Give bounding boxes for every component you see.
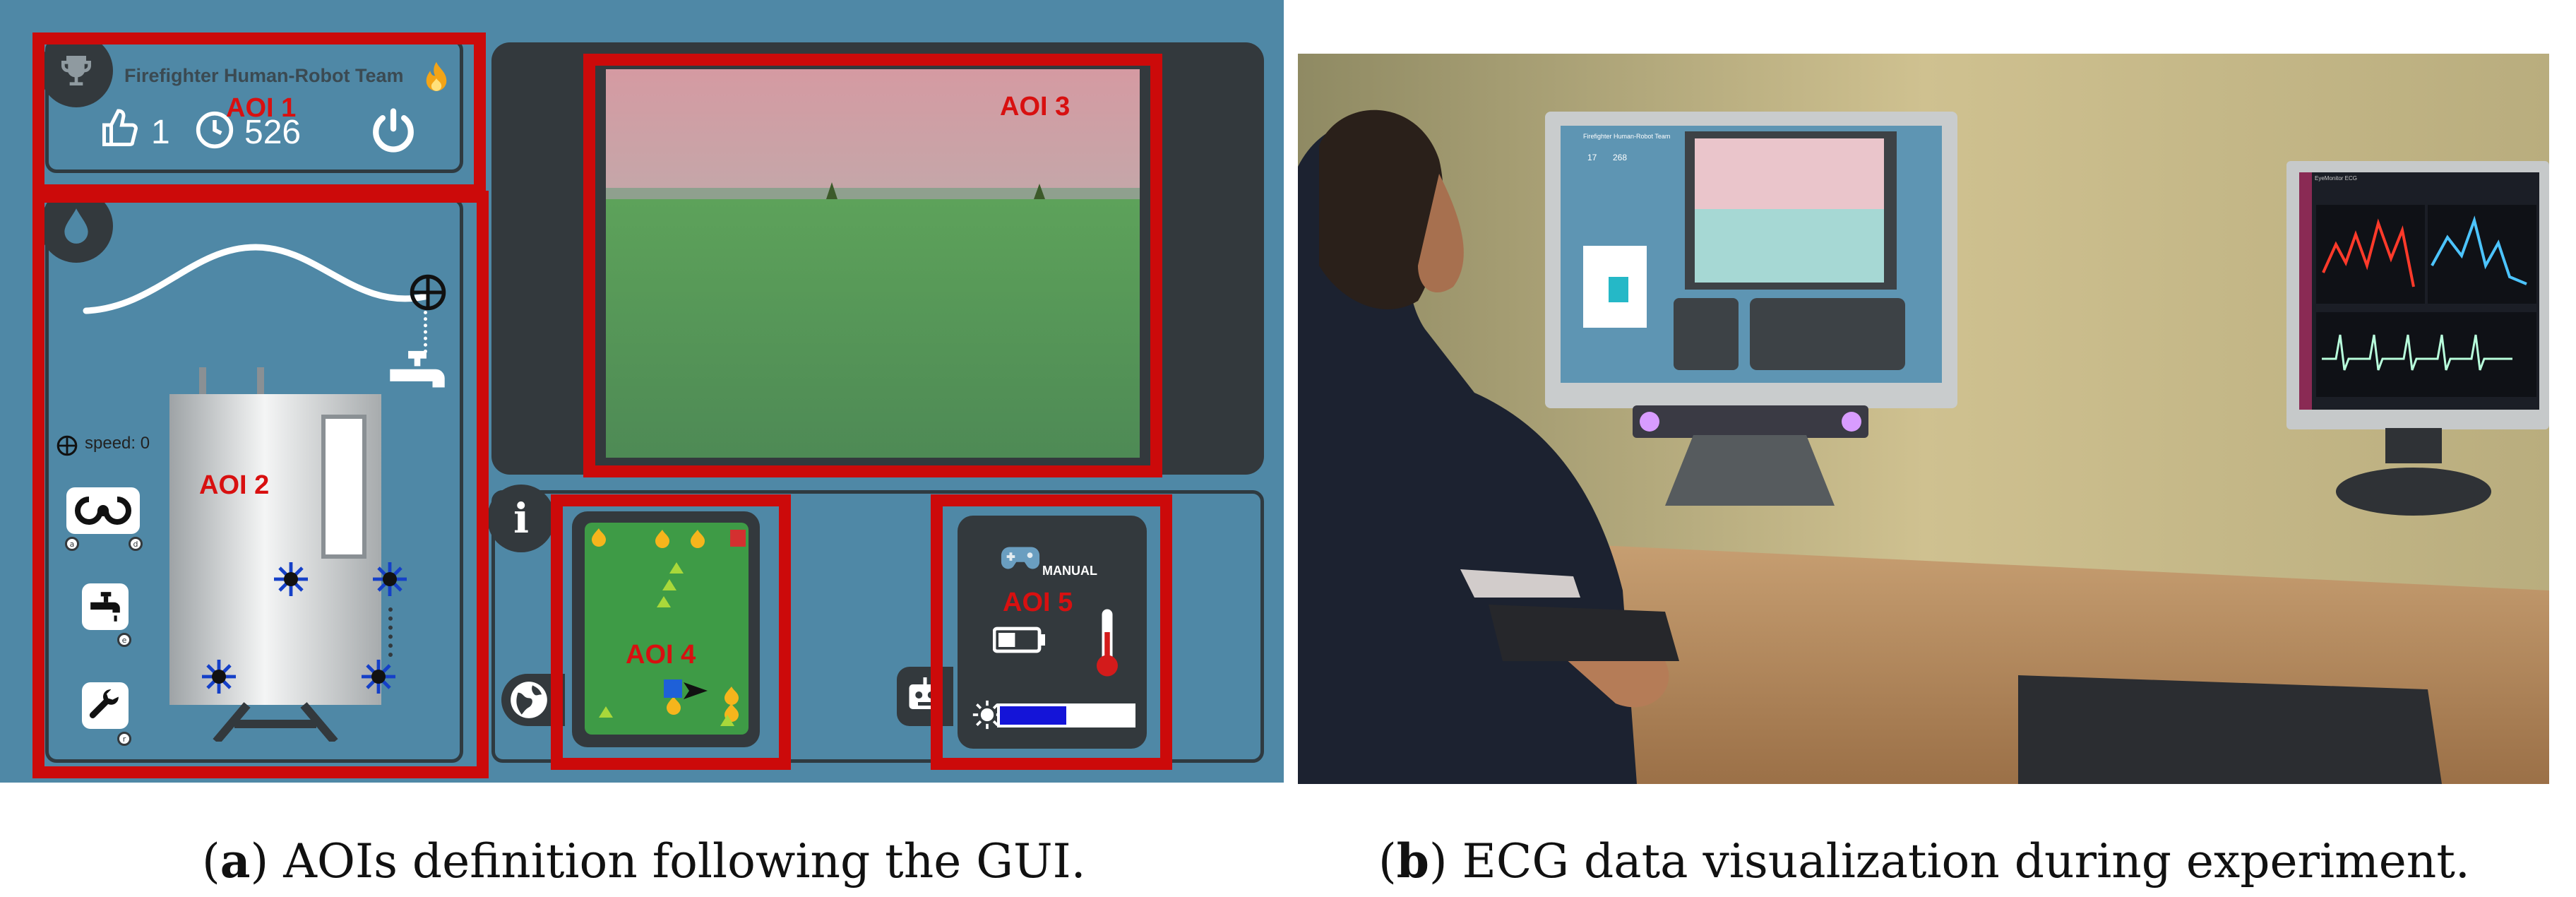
aoi-4-frame: [551, 494, 791, 770]
water-drop-icon: [64, 208, 88, 244]
rotate-button[interactable]: [66, 487, 140, 534]
leak-3: [202, 660, 236, 694]
rotate-left-key: a: [65, 537, 79, 551]
rotate-icon: [75, 497, 131, 525]
caption-b: (b) ECG data visualization during experi…: [1378, 833, 2470, 889]
caption-b-text: ) ECG data visualization during experime…: [1429, 834, 2470, 889]
tap-icon: [90, 592, 120, 622]
aoi-3-frame: [583, 54, 1162, 477]
aoi-5-frame: [931, 494, 1172, 770]
caption-a-open: (: [202, 834, 220, 889]
tap-button[interactable]: [82, 583, 129, 630]
light-bar-fill: [1000, 706, 1066, 725]
speed-icon: [56, 435, 78, 456]
caption-b-open: (: [1378, 834, 1397, 889]
caption-a-text: ) AOIs definition following the GUI.: [250, 834, 1086, 889]
aoi-3-label: AOI 3: [1000, 92, 1071, 121]
clock-icon: [196, 111, 234, 149]
info-icon: i: [513, 494, 530, 542]
leak-2: [373, 562, 407, 596]
water-flow-curve: [83, 244, 429, 314]
trophy-icon: [61, 56, 91, 85]
wrench-icon: [89, 689, 119, 718]
info-badge[interactable]: i: [487, 485, 555, 552]
caption-b-letter: b: [1396, 833, 1429, 889]
mode-label: MANUAL: [1042, 564, 1097, 578]
timer-value: 526: [244, 114, 302, 151]
level-dots: [388, 607, 397, 657]
photo-monitor-likes: 17: [1587, 153, 1597, 162]
power-icon[interactable]: [370, 107, 417, 154]
crosshair-icon[interactable]: [407, 271, 449, 314]
thumbs-up-icon[interactable]: [99, 107, 141, 150]
light-bar: [997, 703, 1135, 727]
aoi-4-label: AOI 4: [626, 640, 696, 670]
leak-1: [274, 562, 308, 596]
sun-icon: [972, 700, 1002, 730]
thermometer-icon: [1097, 609, 1118, 677]
team-title: Firefighter Human-Robot Team: [124, 65, 404, 86]
battery-icon: [993, 626, 1045, 653]
camera-view: [606, 69, 1140, 458]
repair-button[interactable]: [82, 682, 129, 729]
trophy-badge: [40, 34, 113, 107]
caption-a: (a) AOIs definition following the GUI.: [202, 833, 1086, 889]
photo-monitor-time: 268: [1613, 153, 1628, 162]
aoi-2-label: AOI 2: [199, 470, 270, 500]
pipe: [424, 311, 431, 353]
tap-key: e: [117, 633, 131, 647]
aoi-2-frame: [32, 191, 489, 778]
aoi-1-label: AOI 1: [226, 93, 297, 123]
gamepad-icon: [1001, 547, 1040, 569]
fire-icon: [426, 61, 447, 91]
mini-map: [585, 523, 749, 735]
aoi-1-frame: [32, 32, 486, 196]
caption-a-letter: a: [220, 833, 251, 889]
leak-4: [362, 660, 395, 694]
photo-scene: [1298, 54, 2549, 784]
aoi-5-label: AOI 5: [1003, 588, 1073, 617]
likes-count: 1: [151, 114, 170, 151]
gui-panel: Firefighter Human-Robot Team 1 526 speed…: [0, 0, 1284, 783]
repair-key: r: [117, 732, 131, 746]
experiment-photo: Firefighter Human-Robot Team 17 268 EyeM…: [1298, 54, 2549, 784]
speed-label: speed: 0: [85, 434, 150, 453]
faucet-icon: [390, 350, 445, 388]
rotate-right-key: d: [129, 537, 143, 551]
tank: [169, 367, 381, 742]
photo-ecg-title: EyeMonitor ECG: [2315, 175, 2358, 182]
globe-icon[interactable]: [507, 678, 551, 722]
photo-monitor-title: Firefighter Human-Robot Team: [1583, 133, 1671, 140]
